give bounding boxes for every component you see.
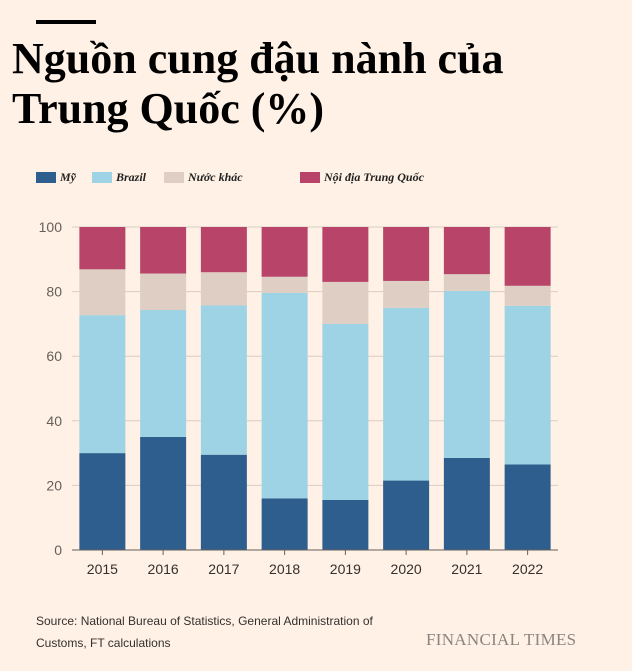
stacked-bar-chart: 0 20 40 60 80 100 2015 2016 2017 2018 2019 2020 2021…	[39, 219, 558, 577]
x-tick-label: 2017	[208, 561, 239, 577]
bar-segment-other	[504, 285, 551, 306]
x-tick-label: 2022	[512, 561, 543, 577]
y-tick-label: 40	[46, 413, 62, 429]
bar-segment-other	[322, 281, 369, 324]
bar-segment-my	[504, 464, 551, 550]
bar-segment-brazil	[261, 292, 308, 499]
x-tick-label: 2020	[391, 561, 422, 577]
bar-segment-domestic	[261, 227, 308, 277]
x-tick-label: 2016	[148, 561, 179, 577]
header-rule	[36, 20, 96, 24]
legend-label-my: Mỹ	[60, 170, 76, 184]
chart-title: Nguồn cung đậu nành của Trung Quốc (%)	[12, 34, 504, 133]
bar-segment-other	[443, 274, 490, 291]
bar-segment-domestic	[504, 227, 551, 286]
bar-segment-my	[322, 499, 369, 550]
bar-segment-brazil	[443, 290, 490, 458]
legend-item-my: Mỹ	[36, 170, 76, 185]
legend-label-domestic: Nội địa Trung Quốc	[324, 170, 424, 184]
y-tick-label: 100	[39, 219, 63, 235]
bar-segment-brazil	[383, 307, 430, 481]
y-tick-label: 0	[54, 542, 62, 558]
x-tick-label: 2018	[269, 561, 300, 577]
bar-segment-my	[79, 453, 126, 550]
legend: Mỹ Brazil Nước khác Nội địa Trung Quốc	[0, 170, 632, 190]
x-tick-label: 2021	[451, 561, 482, 577]
legend-item-domestic: Nội địa Trung Quốc	[300, 170, 424, 185]
bar-segment-my	[140, 436, 187, 550]
bar-segment-brazil	[140, 310, 187, 437]
legend-item-other: Nước khác	[164, 170, 243, 185]
bar-segment-brazil	[79, 315, 126, 454]
bar-segment-other	[383, 280, 430, 308]
legend-label-other: Nước khác	[188, 170, 243, 184]
bar-segment-other	[79, 269, 126, 316]
bar-segment-other	[261, 276, 308, 293]
bar-segment-other	[140, 273, 187, 311]
y-tick-label: 80	[46, 284, 62, 300]
source-note: Source: National Bureau of Statistics, G…	[36, 614, 373, 650]
legend-swatch-brazil	[92, 172, 112, 183]
bar-segment-domestic	[322, 227, 369, 282]
bar-segment-my	[383, 480, 430, 550]
bar-segment-my	[200, 454, 247, 550]
x-tick-label: 2019	[330, 561, 361, 577]
y-tick-label: 60	[46, 348, 62, 364]
bar-segment-my	[261, 498, 308, 550]
bar-segment-brazil	[322, 323, 369, 500]
bar-segment-domestic	[140, 227, 187, 274]
bar-segment-domestic	[443, 227, 490, 275]
bar-segment-brazil	[504, 305, 551, 465]
bar-segment-my	[443, 457, 490, 550]
legend-swatch-domestic	[300, 172, 320, 183]
bar-segment-brazil	[200, 305, 247, 455]
bar-segment-domestic	[200, 227, 247, 273]
y-tick-label: 20	[46, 477, 62, 493]
legend-item-brazil: Brazil	[92, 170, 146, 185]
bar-segment-domestic	[79, 227, 126, 270]
legend-label-brazil: Brazil	[116, 170, 147, 184]
brand-logo: FINANCIAL TIMES	[426, 630, 577, 649]
legend-swatch-other	[164, 172, 184, 183]
bar-segment-other	[200, 272, 247, 306]
x-tick-label: 2015	[87, 561, 118, 577]
bar-segment-domestic	[383, 227, 430, 281]
legend-swatch-my	[36, 172, 56, 183]
